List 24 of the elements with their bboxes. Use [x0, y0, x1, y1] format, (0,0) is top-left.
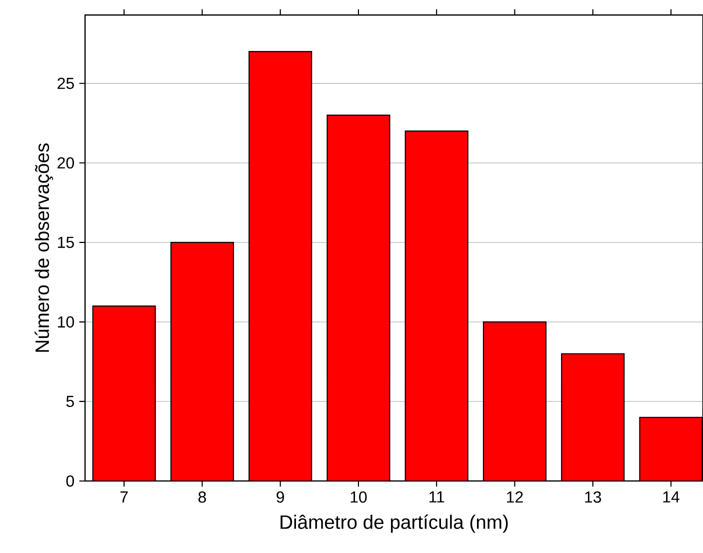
bar — [327, 115, 390, 481]
x-axis-title: Diâmetro de partícula (nm) — [280, 514, 508, 533]
y-axis-title: Número de observações — [34, 143, 53, 352]
x-tick-label: 9 — [276, 491, 284, 503]
y-tick-label: 20 — [58, 157, 74, 169]
y-tick-label: 5 — [66, 396, 74, 408]
bar — [639, 416, 703, 482]
bar — [170, 242, 234, 481]
x-tick-label: 10 — [350, 491, 367, 503]
y-tick-label: 0 — [66, 475, 74, 487]
x-tick-label: 13 — [585, 491, 602, 503]
bar — [249, 52, 312, 481]
y-tick-label: 25 — [58, 78, 74, 90]
bar — [562, 354, 624, 481]
x-tick-label: 7 — [120, 491, 128, 502]
x-tick-label: 12 — [507, 491, 523, 503]
x-tick-label: 14 — [663, 491, 680, 502]
bar — [483, 322, 546, 481]
x-tick-label: 11 — [429, 491, 444, 502]
y-tick-label: 10 — [58, 316, 74, 328]
y-tick-label: 15 — [58, 236, 74, 248]
bar — [405, 131, 468, 481]
x-tick-label: 8 — [198, 491, 206, 503]
bar — [92, 306, 156, 481]
